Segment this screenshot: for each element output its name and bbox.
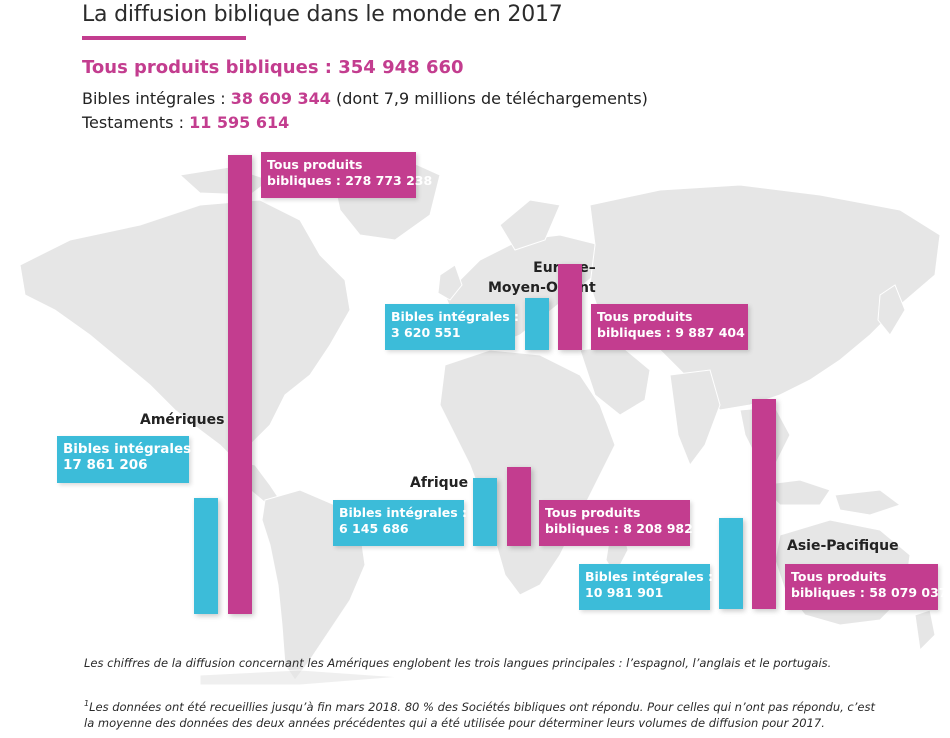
- bar-asia-bibles: [719, 518, 743, 609]
- summary-bibles-suffix: (dont 7,9 millions de téléchargements): [330, 89, 648, 108]
- label-americas-bibles-value: 17 861 206: [63, 457, 148, 473]
- bar-europe-total: [558, 264, 582, 350]
- summary-testaments-value: 11 595 614: [189, 113, 290, 132]
- summary-bibles-line: Bibles intégrales : 38 609 344 (dont 7,9…: [82, 89, 648, 108]
- region-name-americas: Amériques: [140, 412, 225, 428]
- label-africa-total-line2: bibliques : 8 208 982: [545, 521, 693, 536]
- bar-africa-total: [507, 467, 531, 546]
- footnote-marker: 1: [84, 699, 90, 708]
- bar-americas-bibles: [194, 498, 218, 614]
- summary-bibles-prefix: Bibles intégrales :: [82, 89, 231, 108]
- label-asia-bibles-value: 10 981 901: [585, 585, 664, 600]
- region-name-asia-pacific: Asie-Pacifique: [787, 538, 899, 554]
- label-americas-total-line1: Tous produits: [267, 157, 363, 172]
- bar-americas-total: [228, 155, 252, 614]
- label-asia-total-line2: bibliques : 58 079 037: [791, 585, 948, 600]
- label-europe-total-line2: bibliques : 9 887 404: [597, 325, 745, 340]
- label-asia-bibles-text: Bibles intégrales :: [585, 569, 714, 584]
- label-americas-bibles-text: Bibles intégrales :: [63, 441, 202, 457]
- label-europe-bibles-value: 3 620 551: [391, 325, 461, 340]
- bar-europe-bibles: [525, 298, 549, 350]
- title-underline: [82, 36, 246, 40]
- label-americas-bibles: Bibles intégrales : 17 861 206: [57, 436, 202, 483]
- region-name-africa: Afrique: [410, 475, 469, 491]
- label-africa-total-line1: Tous produits: [545, 505, 641, 520]
- label-asia-total: Tous produits bibliques : 58 079 037: [785, 564, 948, 610]
- summary-testaments-prefix: Testaments :: [82, 113, 190, 132]
- page-title: La diffusion biblique dans le monde en 2…: [82, 2, 563, 27]
- label-europe-total-line1: Tous produits: [597, 309, 693, 324]
- label-europe-bibles: Bibles intégrales : 3 620 551: [385, 304, 520, 350]
- footnote-line-2: la moyenne des données des deux années p…: [84, 716, 825, 730]
- label-asia-bibles: Bibles intégrales : 10 981 901: [579, 564, 714, 610]
- summary-testaments-line: Testaments : 11 595 614: [82, 113, 289, 132]
- total-all-products: Tous produits bibliques : 354 948 660: [82, 57, 464, 78]
- label-africa-bibles: Bibles intégrales : 6 145 686: [333, 500, 468, 546]
- label-africa-total: Tous produits bibliques : 8 208 982: [539, 500, 693, 546]
- label-americas-total: Tous produits bibliques : 278 773 238: [261, 152, 433, 198]
- label-europe-bibles-text: Bibles intégrales :: [391, 309, 520, 324]
- footnote-line-1-text: Les données ont été recueillies jusqu’à …: [89, 699, 875, 714]
- label-asia-total-line1: Tous produits: [791, 569, 887, 584]
- label-americas-total-line2: bibliques : 278 773 238: [267, 173, 433, 188]
- bar-africa-bibles: [473, 478, 497, 546]
- note-americas-languages: Les chiffres de la diffusion concernant …: [84, 656, 832, 670]
- label-africa-bibles-value: 6 145 686: [339, 521, 409, 536]
- summary-bibles-value: 38 609 344: [230, 89, 331, 108]
- label-africa-bibles-text: Bibles intégrales :: [339, 505, 468, 520]
- footnote-line-1: 1Les données ont été recueillies jusqu’à…: [84, 699, 875, 714]
- label-europe-total: Tous produits bibliques : 9 887 404: [591, 304, 748, 350]
- bar-asia-total: [752, 399, 776, 609]
